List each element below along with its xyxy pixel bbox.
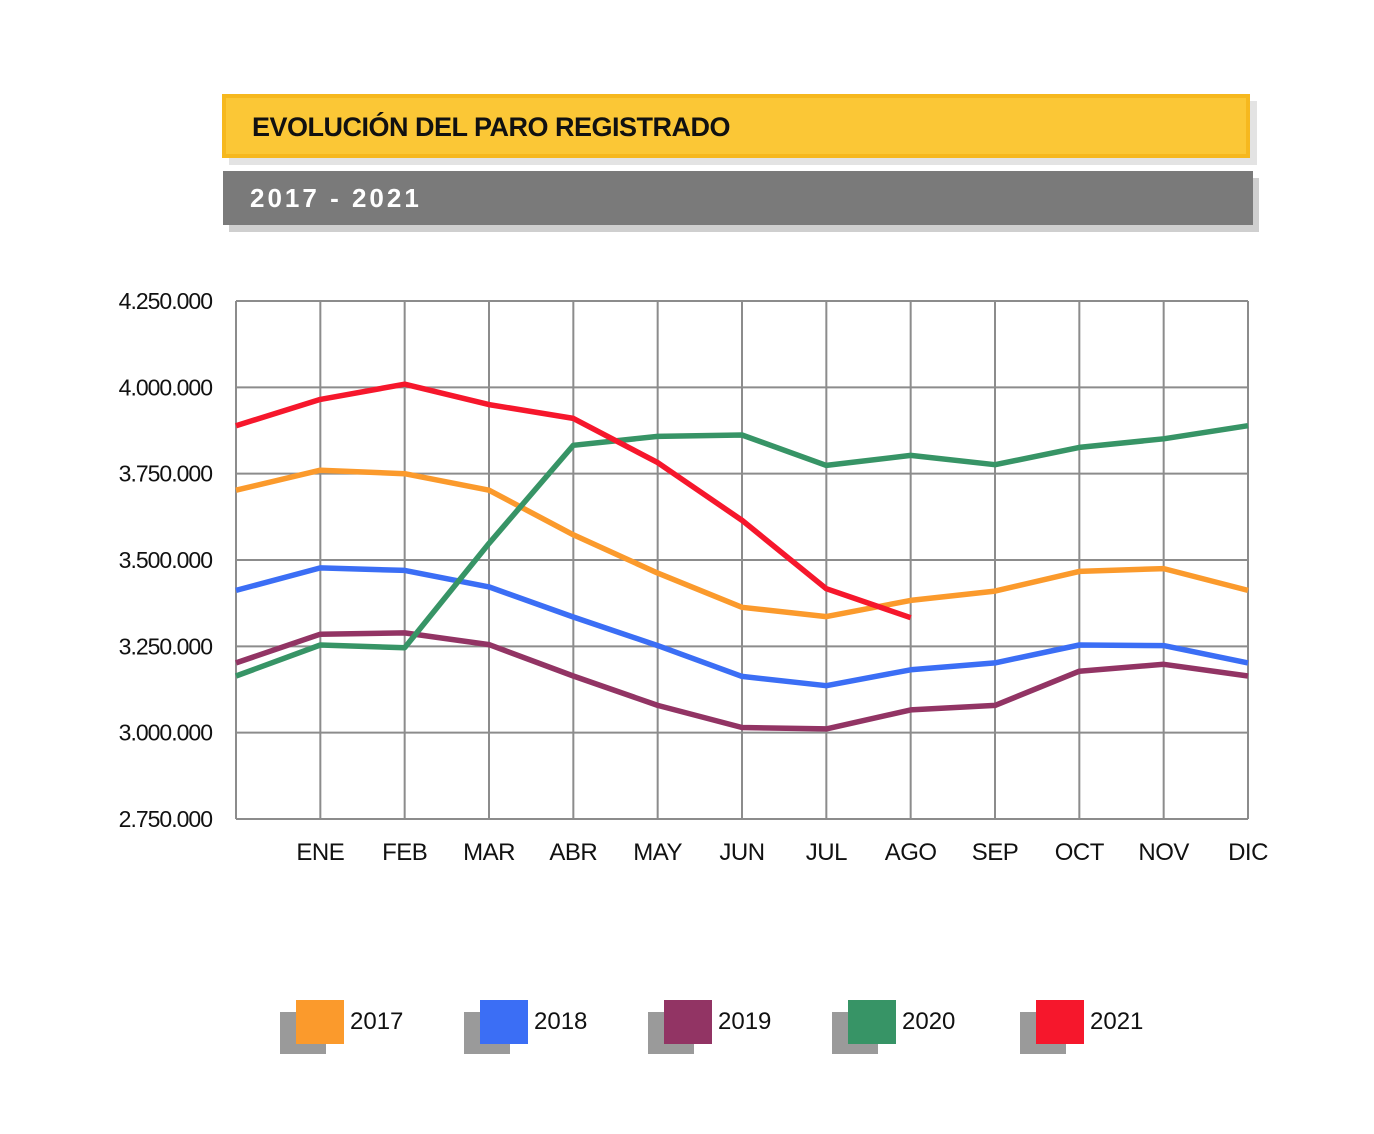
- series-line-2019: [235, 630, 1249, 732]
- x-tick-label: FEB: [382, 839, 427, 866]
- x-tick-label: NOV: [1138, 839, 1189, 866]
- legend-swatch: [848, 1000, 896, 1044]
- y-tick-label: 3.750.000: [119, 461, 213, 487]
- legend-swatch: [1036, 1000, 1084, 1044]
- y-tick-label: 2.750.000: [119, 806, 213, 832]
- legend-label: 2017: [350, 1008, 404, 1035]
- y-tick-label: 4.000.000: [119, 374, 213, 400]
- y-tick-label: 3.250.000: [119, 633, 213, 659]
- x-tick-label: JUL: [806, 839, 847, 866]
- legend-swatch: [664, 1000, 712, 1044]
- y-tick-label: 3.500.000: [119, 547, 213, 573]
- chart-title: EVOLUCIÓN DEL PARO REGISTRADO: [252, 112, 731, 142]
- subtitle-banner: 2017 - 2021: [223, 171, 1253, 225]
- x-tick-label: DIC: [1228, 839, 1268, 866]
- chart-subtitle: 2017 - 2021: [250, 183, 422, 213]
- x-tick-label: ABR: [549, 839, 597, 866]
- x-tick-label: SEP: [972, 839, 1019, 866]
- x-tick-label: JUN: [719, 839, 764, 866]
- x-tick-label: MAY: [633, 839, 682, 866]
- series-line-2021: [235, 381, 912, 621]
- legend-label: 2019: [718, 1008, 772, 1035]
- series-line-2020: [235, 422, 1249, 679]
- title-banner: EVOLUCIÓN DEL PARO REGISTRADO: [222, 94, 1250, 158]
- x-tick-label: AGO: [885, 839, 937, 866]
- legend-label: 2021: [1090, 1008, 1144, 1035]
- x-tick-label: MAR: [463, 839, 515, 866]
- x-tick-label: ENE: [296, 839, 344, 866]
- series-line-2018: [235, 565, 1249, 689]
- legend-swatch: [480, 1000, 528, 1044]
- y-tick-label: 4.250.000: [119, 288, 213, 314]
- legend-label: 2018: [534, 1008, 588, 1035]
- series-line-2017: [235, 467, 1249, 620]
- x-tick-label: OCT: [1055, 839, 1105, 866]
- legend-swatch: [296, 1000, 344, 1044]
- legend-label: 2020: [902, 1008, 956, 1035]
- y-tick-label: 3.000.000: [119, 720, 213, 746]
